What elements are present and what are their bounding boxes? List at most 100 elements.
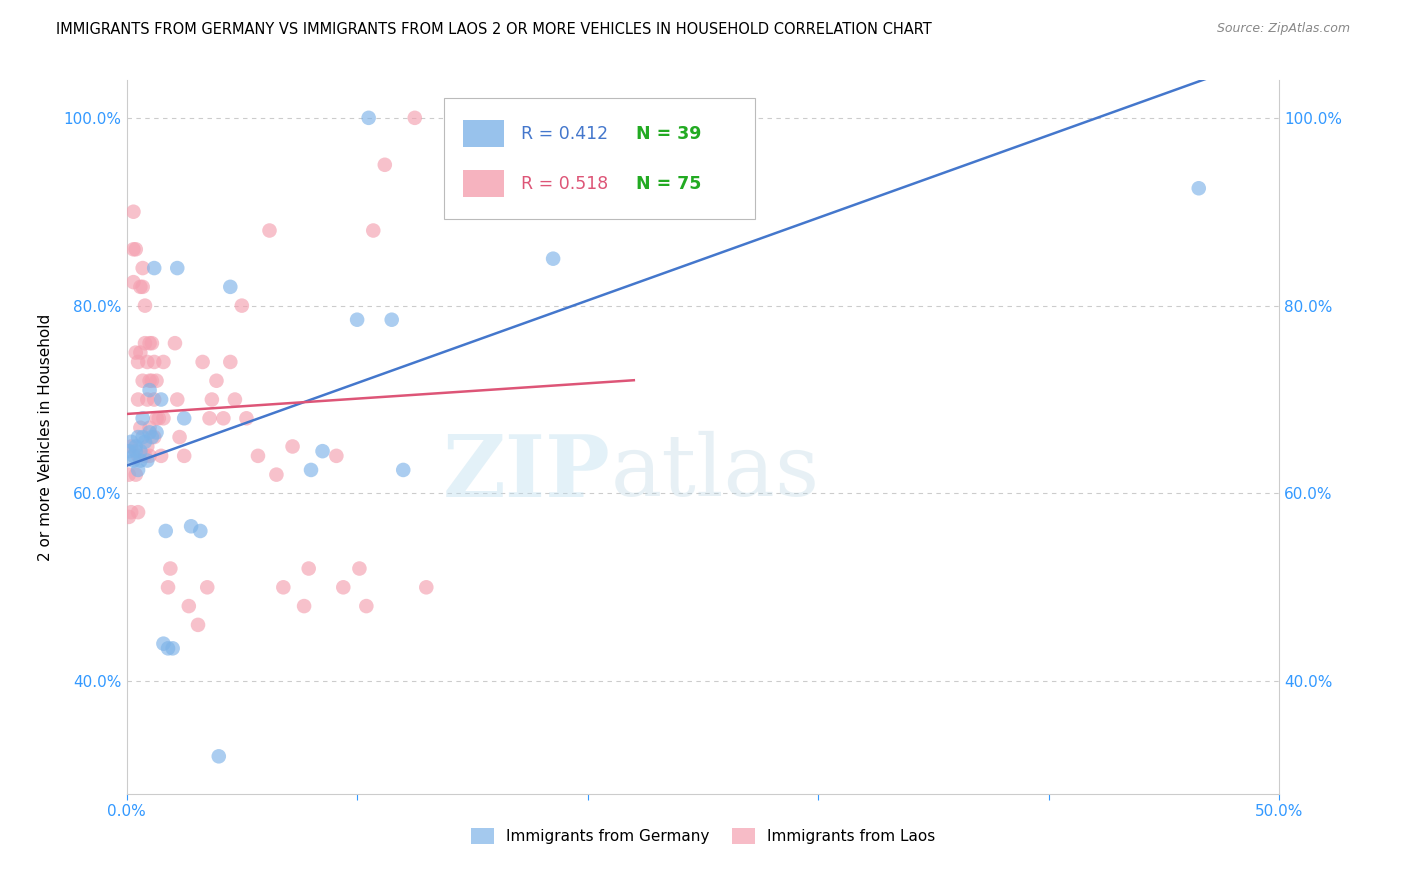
Point xyxy=(392,463,415,477)
Point xyxy=(281,440,304,454)
Point xyxy=(157,580,180,594)
Point xyxy=(129,444,152,458)
Point xyxy=(145,425,167,440)
Point xyxy=(125,242,148,256)
Point xyxy=(120,505,142,519)
Point xyxy=(187,618,209,632)
FancyBboxPatch shape xyxy=(444,98,755,219)
Point xyxy=(212,411,235,425)
Point xyxy=(162,641,184,656)
Point xyxy=(208,749,231,764)
Point xyxy=(122,449,145,463)
Point xyxy=(127,355,149,369)
Point xyxy=(152,355,174,369)
Point xyxy=(138,336,160,351)
Text: N = 75: N = 75 xyxy=(636,175,702,193)
Point xyxy=(224,392,246,407)
Point xyxy=(325,449,347,463)
Point xyxy=(125,444,148,458)
Point xyxy=(381,312,404,326)
Point xyxy=(298,561,321,575)
Point xyxy=(129,345,152,359)
Point xyxy=(141,336,163,351)
Y-axis label: 2 or more Vehicles in Household: 2 or more Vehicles in Household xyxy=(38,313,52,561)
Point xyxy=(166,392,188,407)
Point xyxy=(404,111,426,125)
Point xyxy=(125,467,148,482)
Point xyxy=(143,261,166,276)
Point xyxy=(157,641,180,656)
Point xyxy=(173,449,195,463)
Point xyxy=(138,374,160,388)
Point xyxy=(122,453,145,467)
Point xyxy=(235,411,257,425)
Point xyxy=(118,444,141,458)
Point xyxy=(246,449,269,463)
Text: Source: ZipAtlas.com: Source: ZipAtlas.com xyxy=(1216,22,1350,36)
Point xyxy=(173,411,195,425)
Point xyxy=(136,440,159,454)
Text: IMMIGRANTS FROM GERMANY VS IMMIGRANTS FROM LAOS 2 OR MORE VEHICLES IN HOUSEHOLD : IMMIGRANTS FROM GERMANY VS IMMIGRANTS FR… xyxy=(56,22,932,37)
Point xyxy=(292,599,315,613)
Point xyxy=(356,599,378,613)
Point xyxy=(122,204,145,219)
Point xyxy=(143,355,166,369)
Bar xyxy=(463,170,503,197)
Point xyxy=(134,434,156,449)
Point xyxy=(127,430,149,444)
Point xyxy=(415,580,437,594)
Point xyxy=(150,392,173,407)
Point xyxy=(131,411,153,425)
Point xyxy=(127,449,149,463)
Point xyxy=(134,336,156,351)
Point xyxy=(129,453,152,467)
Point xyxy=(129,280,152,294)
Point xyxy=(152,637,174,651)
Point xyxy=(311,444,333,458)
Point xyxy=(198,411,221,425)
Point xyxy=(180,519,202,533)
Point xyxy=(145,411,167,425)
Point xyxy=(219,355,242,369)
Point xyxy=(150,449,173,463)
Text: R = 0.518: R = 0.518 xyxy=(520,175,607,193)
Point xyxy=(127,392,149,407)
Point xyxy=(273,580,295,594)
Point xyxy=(120,434,142,449)
Point xyxy=(259,223,281,237)
Point xyxy=(299,463,322,477)
Point xyxy=(143,430,166,444)
Point xyxy=(1188,181,1211,195)
Point xyxy=(127,505,149,519)
Point xyxy=(134,299,156,313)
Point xyxy=(141,374,163,388)
Point xyxy=(138,449,160,463)
Point xyxy=(201,392,224,407)
Point xyxy=(191,355,214,369)
Point xyxy=(125,345,148,359)
Point xyxy=(346,312,368,326)
Point xyxy=(136,392,159,407)
Point xyxy=(155,524,177,538)
Point xyxy=(143,392,166,407)
Point xyxy=(205,374,228,388)
Point xyxy=(125,440,148,454)
Point xyxy=(122,242,145,256)
Point xyxy=(595,102,617,116)
Point xyxy=(131,374,153,388)
Point xyxy=(134,449,156,463)
Point xyxy=(131,430,153,444)
Point xyxy=(131,280,153,294)
Point xyxy=(361,223,384,237)
Point xyxy=(374,158,396,172)
Point xyxy=(120,440,142,454)
Text: R = 0.412: R = 0.412 xyxy=(520,125,607,143)
Point xyxy=(195,580,218,594)
Text: N = 39: N = 39 xyxy=(636,125,702,143)
Point xyxy=(152,411,174,425)
Point xyxy=(118,509,141,524)
Point xyxy=(129,420,152,434)
Point xyxy=(136,355,159,369)
Point xyxy=(131,261,153,276)
Text: atlas: atlas xyxy=(610,431,820,515)
